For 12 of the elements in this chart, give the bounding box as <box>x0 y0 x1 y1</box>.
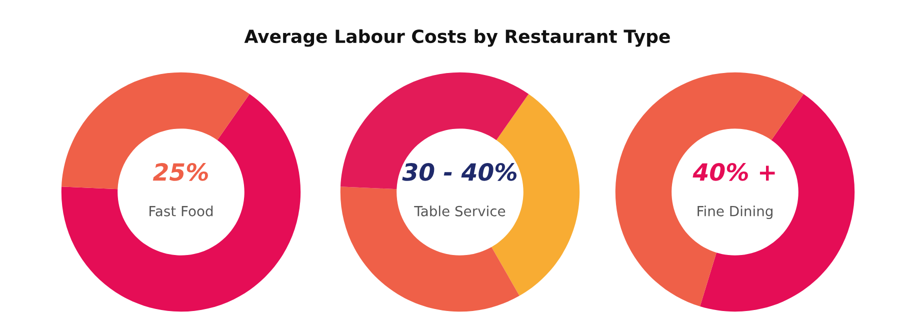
donut-slice <box>340 186 520 312</box>
text: Fast Food <box>150 206 213 216</box>
donut-slice <box>62 72 250 190</box>
text: 40% + <box>692 163 775 181</box>
donut-slice <box>61 94 301 312</box>
donut-slice <box>615 72 804 306</box>
text: Table Service <box>414 206 506 216</box>
text: 30 - 40% <box>402 163 517 181</box>
donut-slice <box>340 72 529 190</box>
text: Average Labour Costs by Restaurant Type <box>244 29 670 47</box>
text: Fine Dining <box>698 206 772 220</box>
text: 25% <box>152 163 208 181</box>
